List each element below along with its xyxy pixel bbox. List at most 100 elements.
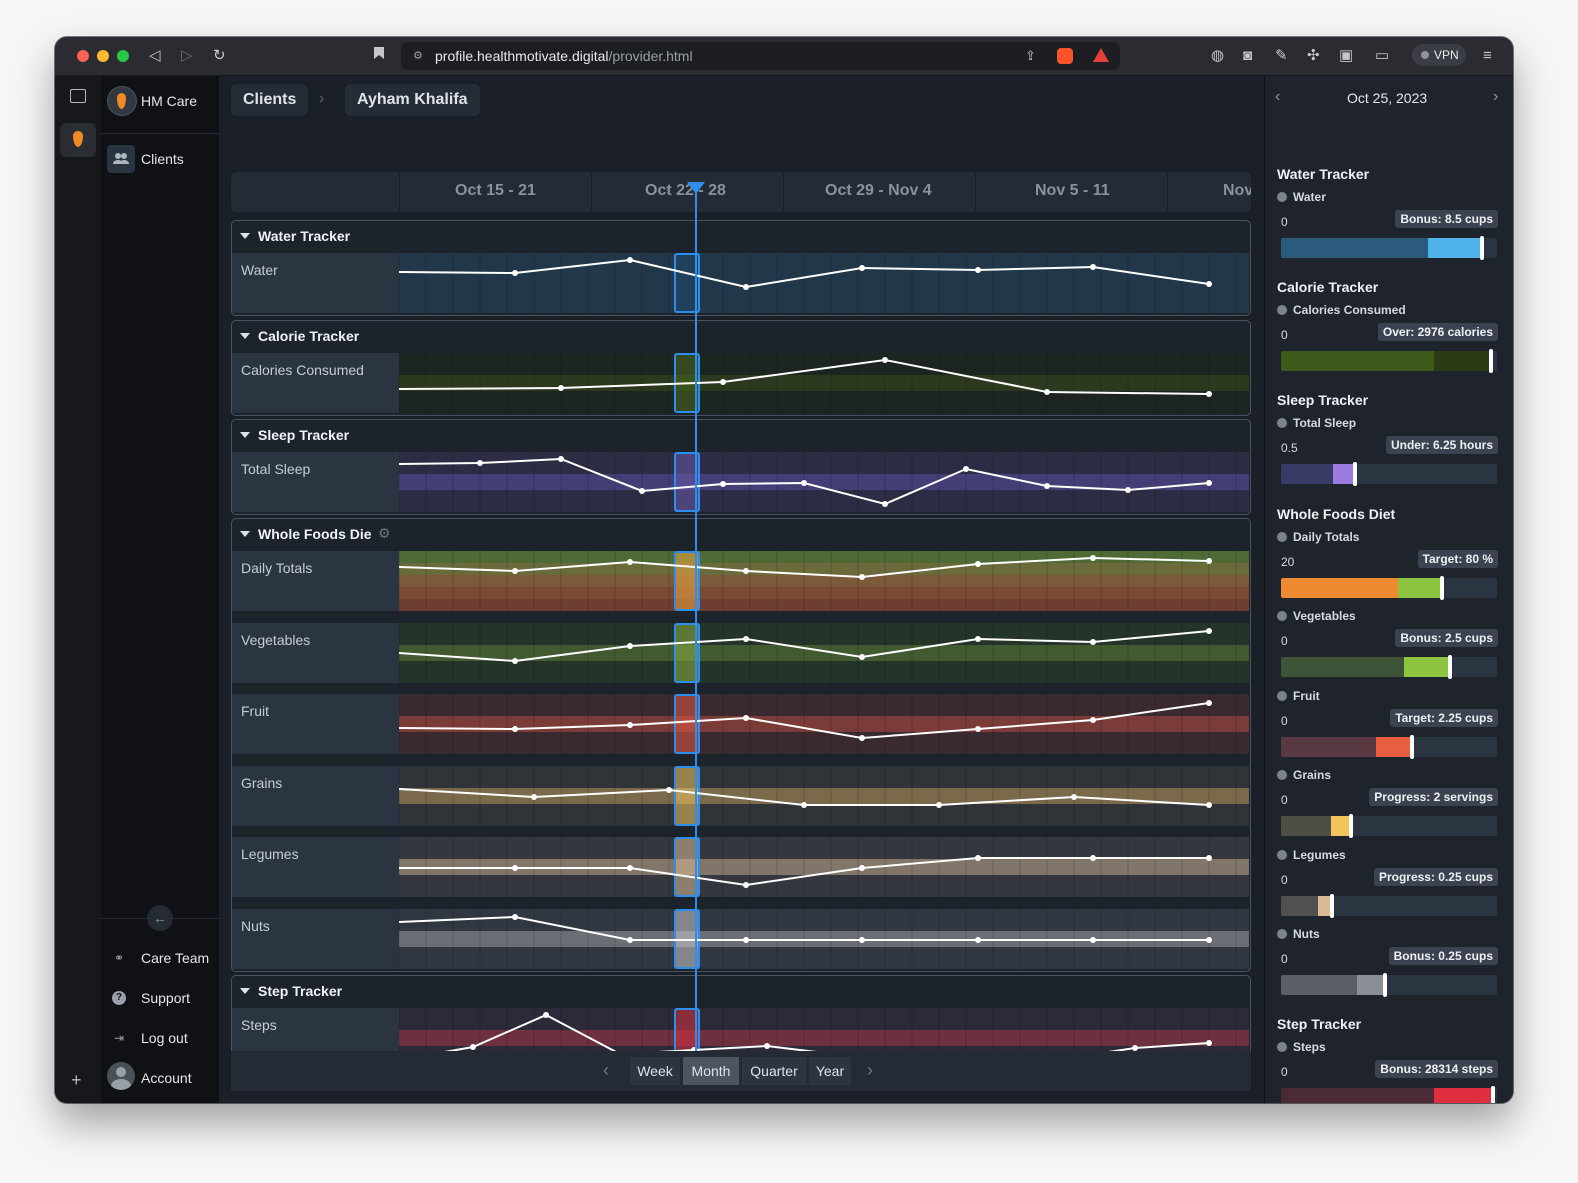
value-marker[interactable] bbox=[1330, 894, 1334, 918]
value-marker[interactable] bbox=[1480, 236, 1484, 260]
info-icon[interactable] bbox=[1277, 305, 1287, 315]
data-point[interactable] bbox=[882, 501, 888, 507]
breadcrumb-clients[interactable]: Clients bbox=[231, 84, 309, 116]
back-icon[interactable]: ◁ bbox=[149, 47, 161, 64]
tracker-row-chart[interactable] bbox=[399, 622, 1249, 683]
sidebar-item-account[interactable]: Account bbox=[107, 1062, 215, 1094]
info-icon[interactable] bbox=[1277, 929, 1287, 939]
data-point[interactable] bbox=[512, 657, 518, 664]
share-icon[interactable]: ⇪ bbox=[1025, 48, 1036, 63]
url-text[interactable]: profile.healthmotivate.digital/provider.… bbox=[435, 48, 693, 64]
data-point[interactable] bbox=[512, 726, 518, 733]
info-icon[interactable] bbox=[1277, 1042, 1287, 1052]
tracker-section-header[interactable]: Sleep Tracker bbox=[232, 420, 1250, 452]
tracker-row-chart[interactable] bbox=[399, 551, 1249, 611]
shields-icon[interactable] bbox=[1057, 48, 1073, 64]
tracker-row-chart[interactable] bbox=[399, 253, 1249, 313]
range-week-button[interactable]: Week bbox=[630, 1057, 680, 1085]
data-point[interactable] bbox=[512, 914, 518, 920]
value-marker[interactable] bbox=[1448, 655, 1452, 679]
data-point[interactable] bbox=[1090, 264, 1096, 270]
caret-down-icon[interactable] bbox=[240, 233, 250, 239]
vpn-button[interactable]: VPN bbox=[1412, 44, 1466, 66]
selected-day-cell[interactable] bbox=[674, 765, 700, 826]
data-point[interactable] bbox=[627, 559, 633, 565]
data-point[interactable] bbox=[1206, 937, 1212, 943]
caret-down-icon[interactable] bbox=[240, 988, 250, 994]
data-point[interactable] bbox=[1206, 391, 1212, 397]
progress-bar[interactable] bbox=[1281, 464, 1497, 484]
data-point[interactable] bbox=[1206, 700, 1212, 707]
forward-icon[interactable]: ▷ bbox=[181, 47, 193, 64]
selected-day-cell[interactable] bbox=[674, 837, 700, 898]
value-marker[interactable] bbox=[1353, 462, 1357, 486]
data-point[interactable] bbox=[1132, 1045, 1138, 1051]
previous-period-button[interactable]: ‹ bbox=[603, 1060, 609, 1080]
data-point[interactable] bbox=[743, 882, 749, 889]
data-point[interactable] bbox=[801, 480, 807, 486]
progress-bar[interactable] bbox=[1281, 351, 1497, 371]
next-day-button[interactable]: › bbox=[1493, 88, 1499, 105]
info-icon[interactable] bbox=[1277, 192, 1287, 202]
data-point[interactable] bbox=[743, 715, 749, 722]
data-point[interactable] bbox=[558, 456, 564, 462]
progress-bar[interactable] bbox=[1281, 737, 1497, 757]
tracker-row-chart[interactable] bbox=[399, 452, 1249, 512]
value-marker[interactable] bbox=[1410, 735, 1414, 759]
caret-down-icon[interactable] bbox=[240, 333, 250, 339]
selected-day-cell[interactable] bbox=[674, 253, 700, 313]
collapse-sidebar-button[interactable]: ← bbox=[147, 905, 173, 931]
data-point[interactable] bbox=[531, 793, 537, 800]
data-point[interactable] bbox=[975, 855, 981, 862]
tracker-row-chart[interactable] bbox=[399, 353, 1249, 413]
info-icon[interactable] bbox=[1277, 850, 1287, 860]
info-icon[interactable] bbox=[1277, 532, 1287, 542]
data-point[interactable] bbox=[1090, 937, 1096, 943]
info-icon[interactable] bbox=[1277, 418, 1287, 428]
data-point[interactable] bbox=[975, 635, 981, 642]
value-marker[interactable] bbox=[1349, 814, 1353, 838]
selected-day-cell[interactable] bbox=[674, 452, 700, 512]
app-logo[interactable]: HM Care bbox=[107, 86, 215, 118]
sidebar-toggle-icon[interactable]: ▣ bbox=[1339, 47, 1354, 64]
data-point[interactable] bbox=[1125, 487, 1131, 493]
progress-bar[interactable] bbox=[1281, 1088, 1497, 1103]
sidebar-item-clients[interactable]: Clients bbox=[107, 143, 215, 175]
data-point[interactable] bbox=[1206, 281, 1212, 287]
menu-icon[interactable]: ≡ bbox=[1483, 47, 1492, 64]
tracker-row-chart[interactable] bbox=[399, 909, 1249, 969]
data-point[interactable] bbox=[859, 937, 865, 943]
data-point[interactable] bbox=[882, 357, 888, 363]
data-point[interactable] bbox=[1206, 480, 1212, 486]
selected-day-cell[interactable] bbox=[674, 694, 700, 755]
data-point[interactable] bbox=[470, 1044, 476, 1050]
address-bar[interactable]: ⚙ profile.healthmotivate.digital/provide… bbox=[401, 42, 1120, 70]
data-point[interactable] bbox=[512, 270, 518, 276]
data-point[interactable] bbox=[558, 385, 564, 391]
add-tab-icon[interactable]: + bbox=[71, 1070, 82, 1090]
camera-icon[interactable]: ◙ bbox=[1243, 47, 1253, 64]
close-window-button[interactable] bbox=[77, 50, 89, 62]
tracker-section-header[interactable]: Calorie Tracker bbox=[232, 321, 1250, 353]
settings-gear-icon[interactable]: ⚙ bbox=[378, 525, 391, 541]
data-point[interactable] bbox=[859, 735, 865, 742]
extension-icon[interactable]: ◍ bbox=[1211, 47, 1225, 64]
data-point[interactable] bbox=[1044, 389, 1050, 395]
progress-bar[interactable] bbox=[1281, 816, 1497, 836]
progress-bar[interactable] bbox=[1281, 657, 1497, 677]
progress-bar[interactable] bbox=[1281, 238, 1497, 258]
data-point[interactable] bbox=[720, 481, 726, 487]
range-year-button[interactable]: Year bbox=[809, 1057, 851, 1085]
info-icon[interactable] bbox=[1277, 691, 1287, 701]
info-icon[interactable] bbox=[1277, 770, 1287, 780]
data-point[interactable] bbox=[1071, 793, 1077, 800]
rewards-icon[interactable] bbox=[1093, 48, 1109, 62]
sidebar-item-support[interactable]: ? Support bbox=[107, 982, 215, 1014]
data-point[interactable] bbox=[743, 568, 749, 574]
data-point[interactable] bbox=[859, 265, 865, 271]
data-point[interactable] bbox=[512, 865, 518, 872]
data-point[interactable] bbox=[859, 865, 865, 872]
tracker-section-header[interactable]: Whole Foods Die ⚙ bbox=[232, 519, 1250, 551]
dropper-icon[interactable]: ✎ bbox=[1275, 47, 1288, 64]
sidebar-panel-icon[interactable] bbox=[70, 89, 86, 103]
